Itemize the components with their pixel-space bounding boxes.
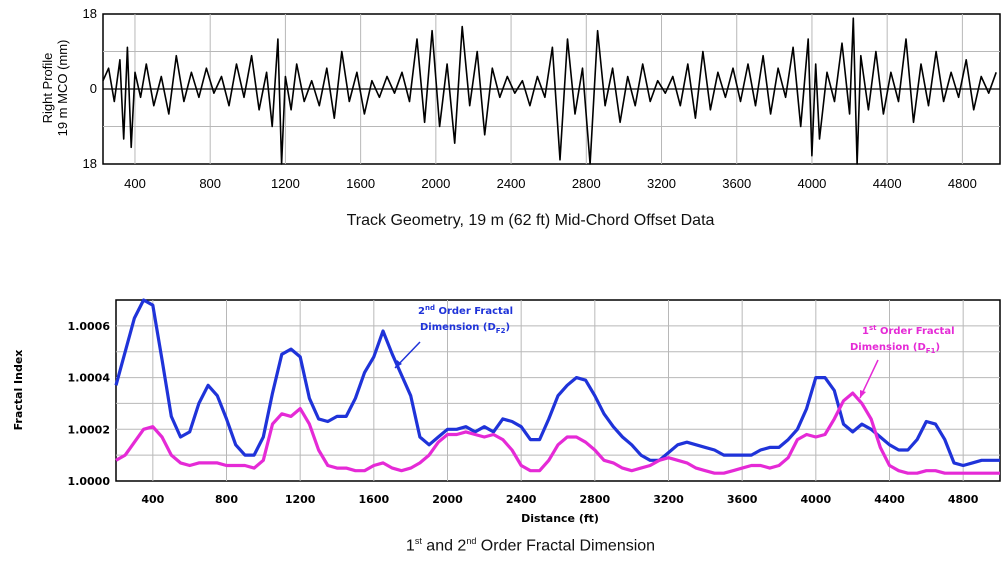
- x-tick-label: 3600: [722, 176, 751, 191]
- top-chart: 400 800 1200 1600 2000 2400 2800 3200 3600 4000 44…: [40, 6, 1001, 191]
- top-chart-caption: Track Geometry, 19 m (62 ft) Mid-Chord O…: [346, 212, 715, 229]
- top-y-ticks: 18 0 18: [83, 6, 97, 171]
- series-line-1: [115, 391, 1000, 475]
- bottom-y-label: Fractal Index: [12, 350, 25, 431]
- x-tick-label: 2000: [421, 176, 450, 191]
- caption-and-2: and 2: [421, 537, 467, 555]
- x-tick-label: 1600: [346, 176, 375, 191]
- bottom-x-ticks: 400 800 1200 1600 2000 2400 2800 3200 3600 4000 44…: [141, 493, 978, 506]
- x-tick-label: 800: [215, 493, 238, 506]
- x-tick-label: 400: [124, 176, 146, 191]
- series-line-0: [114, 298, 1000, 468]
- y-tick-label: 1.0004: [68, 372, 111, 385]
- annotation-2nd-sub: F2: [496, 327, 506, 335]
- annotation-2nd-order: 2nd Order Fractal Dimension (DF2): [394, 304, 513, 369]
- x-tick-label: 1200: [285, 493, 316, 506]
- top-series: [102, 17, 997, 165]
- top-grid: [103, 14, 1000, 164]
- series-line-0: [102, 17, 997, 165]
- annotation-1st-text: Order Fractal: [876, 326, 954, 337]
- y-tick-label: 0: [90, 81, 97, 96]
- top-x-ticks: 400 800 1200 1600 2000 2400 2800 3200 3600 4000 44…: [124, 176, 977, 191]
- y-tick-label: 18: [83, 6, 97, 21]
- x-tick-label: 4800: [948, 176, 977, 191]
- x-tick-label: 800: [199, 176, 221, 191]
- bottom-plot-frame: [115, 299, 1001, 482]
- x-tick-label: 2800: [580, 493, 611, 506]
- bottom-chart-caption: 1st and 2nd Order Fractal Dimension: [30, 536, 1001, 555]
- y-tick-label: 1.0002: [68, 423, 110, 436]
- x-tick-label: 1600: [359, 493, 390, 506]
- annotation-1st-sup: st: [869, 324, 877, 332]
- bottom-chart: 400 800 1200 1600 2000 2400 2800 3200 3600 4000 44…: [12, 298, 1001, 525]
- y-tick-label: 1.0006: [68, 320, 111, 333]
- annotation-1st-dim: Dimension (D: [850, 342, 926, 353]
- x-tick-label: 4400: [874, 493, 905, 506]
- annotation-2nd-sup: nd: [425, 304, 435, 312]
- top-y-label-line2: 19 m MCO (mm): [55, 40, 70, 137]
- x-tick-label: 3200: [653, 493, 684, 506]
- y-tick-label: 18: [83, 156, 97, 171]
- annotation-1st-order-arrowhead: [860, 390, 866, 398]
- x-tick-label: 4800: [948, 493, 979, 506]
- annotation-2nd-close: ): [505, 322, 510, 333]
- caption-st: st: [414, 536, 422, 546]
- annotation-2nd-order-line2: Dimension (DF2): [420, 322, 510, 335]
- caption-nd: nd: [466, 536, 477, 546]
- annotation-2nd-num: 2: [418, 306, 425, 317]
- x-tick-label: 4400: [873, 176, 902, 191]
- bottom-series: [114, 298, 1000, 475]
- x-tick-label: 2000: [432, 493, 463, 506]
- caption-rest: Order Fractal Dimension: [476, 537, 656, 555]
- annotation-2nd-order-line1: 2nd Order Fractal: [418, 304, 513, 317]
- x-tick-label: 2800: [572, 176, 601, 191]
- annotation-2nd-text: Order Fractal: [435, 306, 513, 317]
- annotation-2nd-order-arrowhead: [395, 360, 402, 368]
- x-tick-label: 2400: [497, 176, 526, 191]
- y-tick-label: 1.0000: [68, 475, 111, 488]
- x-tick-label: 400: [141, 493, 164, 506]
- top-y-label-line1: Right Profile: [40, 53, 55, 124]
- annotation-1st-num: 1: [862, 326, 869, 337]
- annotation-1st-sub: F1: [926, 347, 936, 355]
- annotation-1st-order-line1: 1st Order Fractal: [862, 324, 955, 337]
- caption-1: 1: [405, 537, 415, 555]
- annotation-1st-close: ): [935, 342, 940, 353]
- x-tick-label: 1200: [271, 176, 300, 191]
- bottom-x-label: Distance (ft): [521, 512, 599, 525]
- bottom-y-ticks: 1.0000 1.0002 1.0004 1.0006: [68, 320, 111, 488]
- x-tick-label: 3200: [647, 176, 676, 191]
- x-tick-label: 3600: [727, 493, 758, 506]
- x-tick-label: 4000: [797, 176, 826, 191]
- annotation-1st-order: 1st Order Fractal Dimension (DF1): [850, 324, 955, 399]
- x-tick-label: 2400: [506, 493, 537, 506]
- annotation-2nd-dim: Dimension (D: [420, 322, 496, 333]
- annotation-1st-order-line2: Dimension (DF1): [850, 342, 940, 355]
- x-tick-label: 4000: [801, 493, 832, 506]
